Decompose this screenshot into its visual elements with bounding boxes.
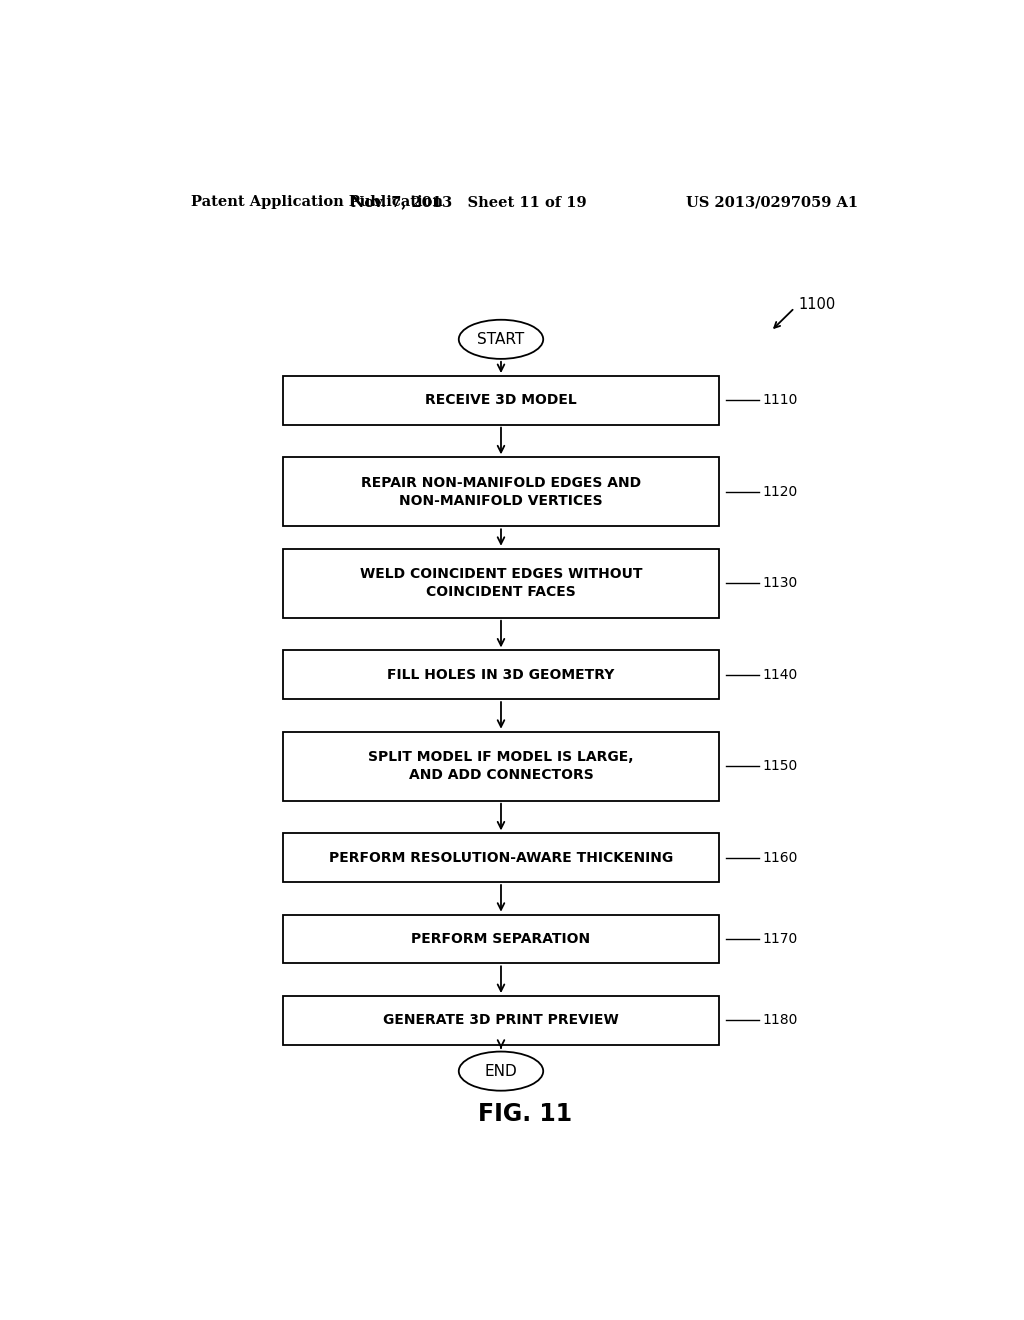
Text: 1140: 1140: [763, 668, 798, 681]
Text: START: START: [477, 331, 524, 347]
Text: Patent Application Publication: Patent Application Publication: [191, 195, 443, 209]
Text: 1170: 1170: [763, 932, 798, 946]
Text: 1130: 1130: [763, 577, 798, 590]
FancyBboxPatch shape: [283, 549, 719, 618]
FancyBboxPatch shape: [283, 995, 719, 1044]
Text: PERFORM SEPARATION: PERFORM SEPARATION: [412, 932, 591, 946]
Ellipse shape: [459, 1052, 543, 1090]
Text: SPLIT MODEL IF MODEL IS LARGE,
AND ADD CONNECTORS: SPLIT MODEL IF MODEL IS LARGE, AND ADD C…: [369, 750, 634, 783]
Text: US 2013/0297059 A1: US 2013/0297059 A1: [686, 195, 858, 209]
Text: 1100: 1100: [799, 297, 836, 313]
Text: 1150: 1150: [763, 759, 798, 774]
FancyBboxPatch shape: [283, 915, 719, 964]
FancyBboxPatch shape: [283, 651, 719, 700]
Text: 1160: 1160: [763, 850, 799, 865]
FancyBboxPatch shape: [283, 833, 719, 882]
FancyBboxPatch shape: [283, 731, 719, 801]
Text: WELD COINCIDENT EDGES WITHOUT
COINCIDENT FACES: WELD COINCIDENT EDGES WITHOUT COINCIDENT…: [359, 568, 642, 599]
Text: RECEIVE 3D MODEL: RECEIVE 3D MODEL: [425, 393, 577, 408]
Text: GENERATE 3D PRINT PREVIEW: GENERATE 3D PRINT PREVIEW: [383, 1014, 618, 1027]
Text: 1120: 1120: [763, 484, 798, 499]
Text: Nov. 7, 2013   Sheet 11 of 19: Nov. 7, 2013 Sheet 11 of 19: [351, 195, 587, 209]
FancyBboxPatch shape: [283, 376, 719, 425]
Text: 1180: 1180: [763, 1014, 799, 1027]
FancyBboxPatch shape: [283, 457, 719, 527]
Ellipse shape: [459, 319, 543, 359]
Text: PERFORM RESOLUTION-AWARE THICKENING: PERFORM RESOLUTION-AWARE THICKENING: [329, 850, 673, 865]
Text: FIG. 11: FIG. 11: [478, 1102, 571, 1126]
Text: REPAIR NON-MANIFOLD EDGES AND
NON-MANIFOLD VERTICES: REPAIR NON-MANIFOLD EDGES AND NON-MANIFO…: [360, 475, 641, 508]
Text: END: END: [484, 1064, 517, 1078]
Text: FILL HOLES IN 3D GEOMETRY: FILL HOLES IN 3D GEOMETRY: [387, 668, 614, 681]
Text: 1110: 1110: [763, 393, 799, 408]
